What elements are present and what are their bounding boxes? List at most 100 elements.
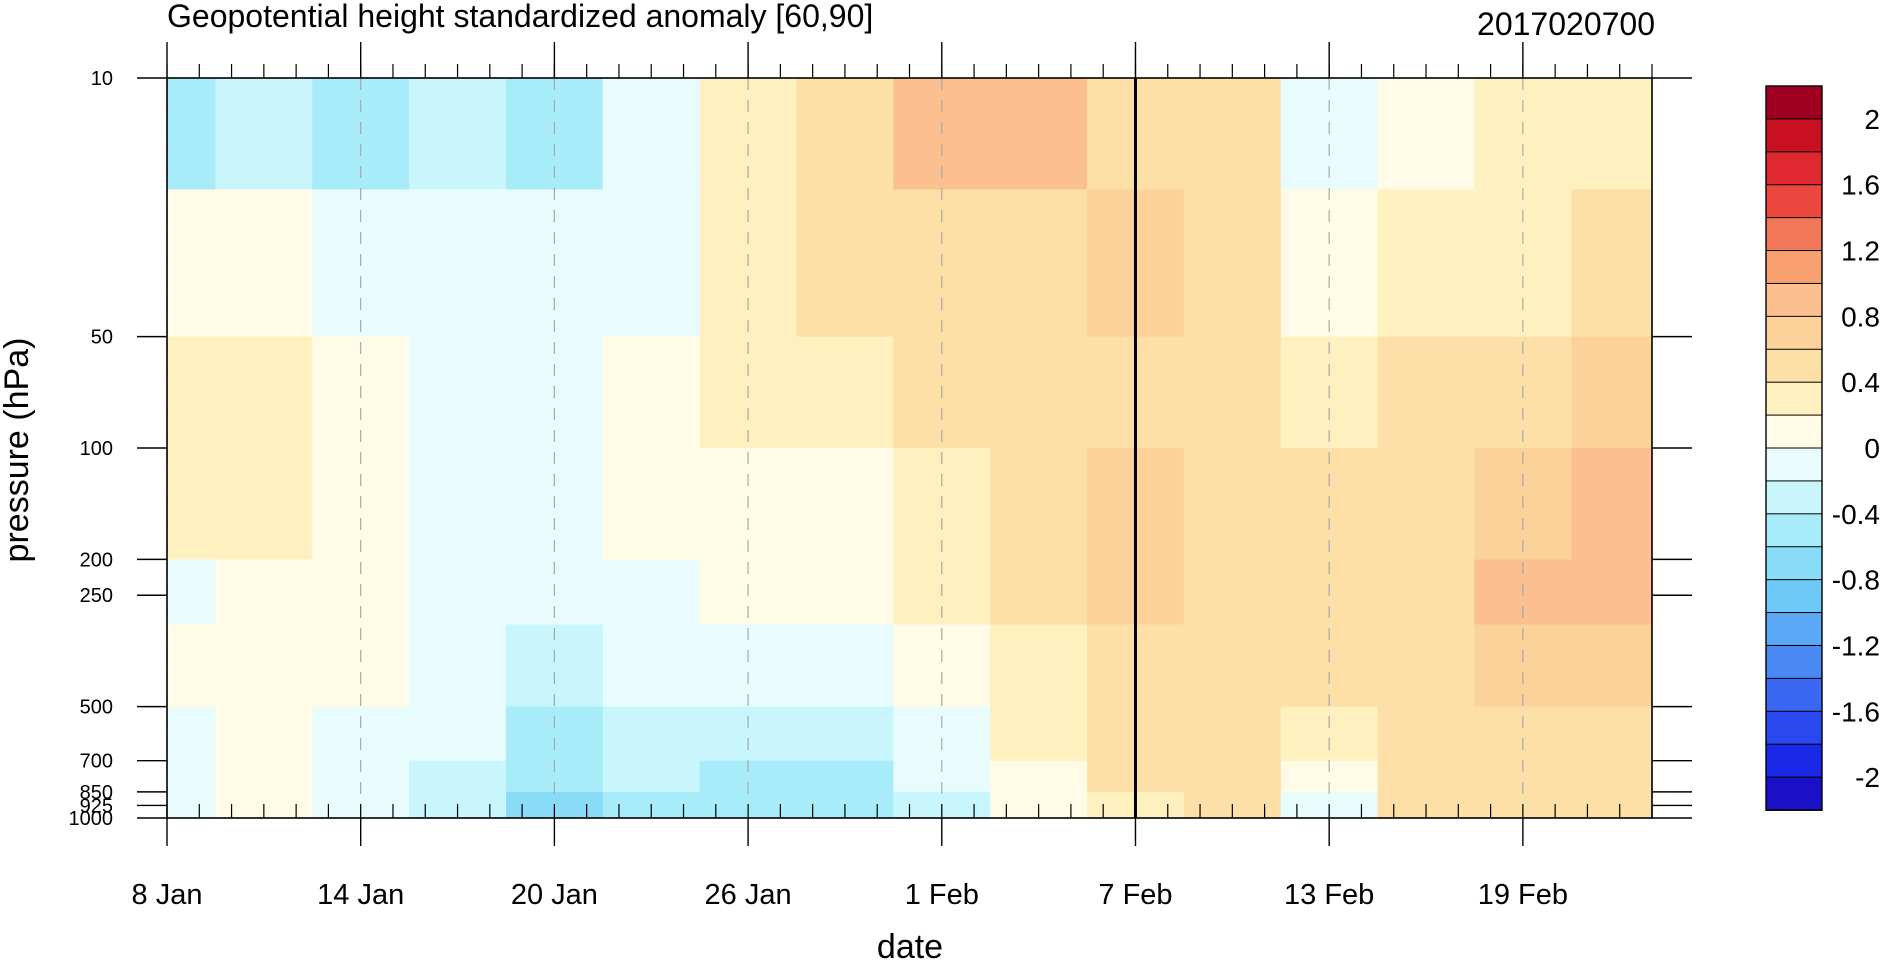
field-cell xyxy=(796,760,894,793)
y-tick-label: 200 xyxy=(80,549,113,571)
field-cell xyxy=(167,706,216,762)
field-cell xyxy=(796,559,894,626)
colorbar-swatch xyxy=(1765,710,1823,746)
field-cell xyxy=(893,706,991,762)
field-cell xyxy=(167,760,216,793)
colorbar-label: -1.2 xyxy=(1832,630,1880,661)
x-tick-label: 1 Feb xyxy=(905,879,979,911)
field-cell xyxy=(1377,78,1475,190)
x-tick-label: 7 Feb xyxy=(1098,879,1172,911)
field-cell xyxy=(409,78,507,190)
field-cell xyxy=(1183,624,1282,708)
colorbar-frame xyxy=(1765,85,1823,811)
field-cell xyxy=(1474,706,1572,762)
field-cell xyxy=(1571,189,1653,338)
y-tick-label: 700 xyxy=(80,751,113,773)
field-cell xyxy=(1183,78,1282,190)
chart-title: Geopotential height standardized anomaly… xyxy=(167,0,873,34)
field-cell xyxy=(1571,448,1653,560)
y-tick-label: 50 xyxy=(91,327,113,349)
colorbar-label: 0 xyxy=(1864,433,1880,464)
field-cell xyxy=(167,336,216,449)
colorbar-swatch xyxy=(1765,151,1823,186)
y-tick-label: 100 xyxy=(80,438,113,460)
colorbar-label: 1.6 xyxy=(1841,170,1880,201)
plot-axes: 8 Jan 14 Jan 20 Jan 26 Jan 1 Feb 7 Feb 13 Feb 1… xyxy=(69,42,1692,911)
colorbar-swatch xyxy=(1765,282,1823,318)
colorbar-label: 0.4 xyxy=(1841,367,1880,398)
field-cell xyxy=(796,448,894,560)
field-cell xyxy=(990,78,1088,190)
y-tick-label: 500 xyxy=(80,697,113,719)
colorbar-swatch xyxy=(1765,612,1823,647)
field-cell xyxy=(215,706,313,762)
field-cell xyxy=(602,624,701,708)
field-cell xyxy=(796,336,894,449)
field-cell xyxy=(409,760,507,793)
colorbar-swatch xyxy=(1765,776,1823,811)
field-cell xyxy=(409,559,507,626)
field-cell xyxy=(1377,189,1475,338)
field-cell xyxy=(796,624,894,708)
field-cell xyxy=(167,78,216,190)
field-cell xyxy=(409,336,507,449)
field-cell xyxy=(796,78,894,190)
field-cell xyxy=(1183,336,1282,449)
colorbar-swatch xyxy=(1765,546,1823,581)
field-cell xyxy=(1377,706,1475,762)
colorbar-swatch xyxy=(1765,315,1823,351)
field-cell xyxy=(506,706,604,762)
field-cell xyxy=(990,760,1088,793)
field-cell xyxy=(409,624,507,708)
colorbar-swatch xyxy=(1765,348,1823,384)
field-cell xyxy=(1377,624,1475,708)
field-cell xyxy=(167,448,216,560)
field-cell xyxy=(409,706,507,762)
field-cell xyxy=(409,448,507,560)
field-cell xyxy=(1183,760,1282,793)
field-cell xyxy=(699,706,798,762)
colorbar-swatch xyxy=(1765,217,1823,252)
field-cell xyxy=(1571,336,1653,449)
field-cell xyxy=(602,559,701,626)
x-axis-label: date xyxy=(877,928,943,963)
field-cell xyxy=(1377,559,1475,626)
colorbar-swatch xyxy=(1765,677,1823,713)
colorbar-label: -0.8 xyxy=(1832,565,1880,596)
colorbar-label: -0.4 xyxy=(1832,499,1880,530)
field-cell xyxy=(1377,760,1475,793)
field-cell xyxy=(167,624,216,708)
field-cell xyxy=(1183,559,1282,626)
x-tick-label: 8 Jan xyxy=(132,879,203,911)
field-cell xyxy=(1183,189,1282,338)
colorbar-swatch xyxy=(1765,184,1823,219)
field-cell xyxy=(990,189,1088,338)
field-cell xyxy=(312,706,410,762)
field-cell xyxy=(990,448,1088,560)
y-tick-label: 850 xyxy=(80,782,113,804)
field-cell xyxy=(215,559,313,626)
colorbar-swatch xyxy=(1765,513,1823,548)
colorbar-swatch xyxy=(1765,118,1823,153)
field-cell xyxy=(167,189,216,338)
field-cell xyxy=(1571,624,1653,708)
colorbar-swatch xyxy=(1765,250,1823,285)
chart-date-stamp: 2017020700 xyxy=(1477,6,1655,42)
field-cell xyxy=(215,336,313,449)
field-cell xyxy=(602,189,701,338)
field-cell xyxy=(1280,706,1379,762)
y-tick-label: 1000 xyxy=(69,808,114,830)
colorbar-label: 2 xyxy=(1864,104,1880,135)
field-cell xyxy=(167,791,216,819)
colorbar-swatch xyxy=(1765,85,1823,120)
colorbar-swatch xyxy=(1765,414,1823,449)
field-cell xyxy=(796,189,894,338)
field-cell xyxy=(167,559,216,626)
field-cell xyxy=(215,78,313,190)
colorbar-label: -1.6 xyxy=(1832,696,1880,727)
field-cell xyxy=(990,624,1088,708)
field-cell xyxy=(215,448,313,560)
colorbar-swatch xyxy=(1765,743,1823,778)
colorbar-label: 1.2 xyxy=(1841,236,1880,267)
